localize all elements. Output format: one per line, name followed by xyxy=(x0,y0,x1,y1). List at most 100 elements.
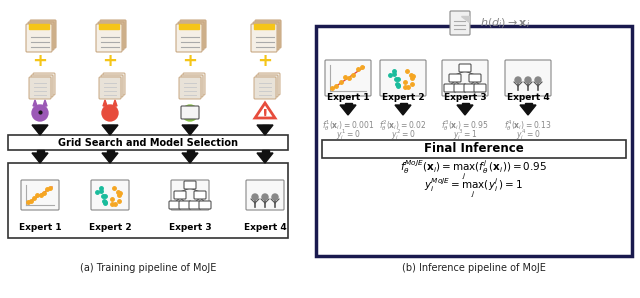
FancyBboxPatch shape xyxy=(183,73,205,95)
Text: Expert 2: Expert 2 xyxy=(381,94,424,103)
FancyBboxPatch shape xyxy=(254,77,276,99)
Text: Expert 2: Expert 2 xyxy=(89,224,131,232)
Text: $y^{MoJE}_i = \max_j(y^j_i) = 1$: $y^{MoJE}_i = \max_j(y^j_i) = 1$ xyxy=(424,176,524,200)
Circle shape xyxy=(535,77,541,83)
FancyBboxPatch shape xyxy=(256,75,278,97)
FancyBboxPatch shape xyxy=(444,84,456,92)
Text: Final Inference: Final Inference xyxy=(424,142,524,156)
Polygon shape xyxy=(257,153,273,163)
Bar xyxy=(262,150,269,153)
Polygon shape xyxy=(113,100,117,106)
FancyBboxPatch shape xyxy=(450,11,470,35)
Circle shape xyxy=(262,194,268,200)
Text: !: ! xyxy=(262,108,268,122)
FancyBboxPatch shape xyxy=(31,75,53,97)
FancyBboxPatch shape xyxy=(253,22,279,50)
FancyBboxPatch shape xyxy=(30,20,56,48)
Bar xyxy=(254,24,274,29)
FancyBboxPatch shape xyxy=(29,77,51,99)
Polygon shape xyxy=(182,125,198,135)
Text: $h(d_i) \rightarrow \mathbf{x}_i$: $h(d_i) \rightarrow \mathbf{x}_i$ xyxy=(480,16,531,30)
Text: +: + xyxy=(102,52,118,70)
FancyBboxPatch shape xyxy=(96,24,122,52)
FancyBboxPatch shape xyxy=(469,74,481,82)
Polygon shape xyxy=(33,100,37,106)
Bar xyxy=(525,103,531,105)
FancyBboxPatch shape xyxy=(181,106,199,119)
FancyBboxPatch shape xyxy=(316,26,632,256)
FancyBboxPatch shape xyxy=(176,24,202,52)
FancyBboxPatch shape xyxy=(255,20,281,48)
FancyBboxPatch shape xyxy=(194,191,206,199)
FancyBboxPatch shape xyxy=(325,60,371,96)
Polygon shape xyxy=(255,103,275,118)
Text: $f^2_\theta(\mathbf{x}_i) = 0.02$: $f^2_\theta(\mathbf{x}_i) = 0.02$ xyxy=(380,119,427,134)
FancyBboxPatch shape xyxy=(246,180,284,210)
Polygon shape xyxy=(395,105,411,115)
FancyBboxPatch shape xyxy=(169,201,181,209)
Circle shape xyxy=(525,77,531,83)
FancyBboxPatch shape xyxy=(26,24,52,52)
FancyBboxPatch shape xyxy=(184,181,196,189)
FancyBboxPatch shape xyxy=(464,84,476,92)
Text: $y^2_i = 0$: $y^2_i = 0$ xyxy=(391,128,415,142)
FancyBboxPatch shape xyxy=(189,201,201,209)
Text: $f^4_\theta(\mathbf{x}_i) = 0.13$: $f^4_\theta(\mathbf{x}_i) = 0.13$ xyxy=(504,119,552,134)
FancyBboxPatch shape xyxy=(322,140,626,158)
Circle shape xyxy=(252,194,258,200)
Text: (a) Training pipeline of MoJE: (a) Training pipeline of MoJE xyxy=(80,263,216,273)
Bar xyxy=(344,103,351,105)
Polygon shape xyxy=(457,105,473,115)
Polygon shape xyxy=(32,125,48,135)
FancyBboxPatch shape xyxy=(101,75,123,97)
Polygon shape xyxy=(257,125,273,135)
Polygon shape xyxy=(340,105,356,115)
Polygon shape xyxy=(461,16,469,22)
FancyBboxPatch shape xyxy=(199,201,211,209)
Text: Grid Search and Model Selection: Grid Search and Model Selection xyxy=(58,137,238,148)
Polygon shape xyxy=(32,153,48,163)
FancyBboxPatch shape xyxy=(505,60,551,96)
FancyBboxPatch shape xyxy=(28,22,54,50)
Polygon shape xyxy=(43,100,47,106)
FancyBboxPatch shape xyxy=(258,73,280,95)
Bar xyxy=(399,103,406,105)
Text: Expert 3: Expert 3 xyxy=(169,224,211,232)
Polygon shape xyxy=(182,153,198,163)
Text: $f^{MoJE}_\theta(\mathbf{x}_i) = \max_j(f^j_\theta(\mathbf{x}_i)) = 0.95$: $f^{MoJE}_\theta(\mathbf{x}_i) = \max_j(… xyxy=(401,159,548,181)
Bar xyxy=(179,24,199,29)
Polygon shape xyxy=(103,100,107,106)
FancyBboxPatch shape xyxy=(33,73,55,95)
Text: Expert 4: Expert 4 xyxy=(244,224,286,232)
FancyBboxPatch shape xyxy=(459,64,471,72)
Bar xyxy=(36,150,44,153)
FancyBboxPatch shape xyxy=(179,201,191,209)
Text: (b) Inference pipeline of MoJE: (b) Inference pipeline of MoJE xyxy=(402,263,546,273)
Circle shape xyxy=(102,105,118,121)
FancyBboxPatch shape xyxy=(178,22,204,50)
FancyBboxPatch shape xyxy=(174,191,186,199)
FancyBboxPatch shape xyxy=(21,180,59,210)
Polygon shape xyxy=(102,153,118,163)
FancyBboxPatch shape xyxy=(171,180,209,210)
Circle shape xyxy=(272,194,278,200)
Bar xyxy=(29,24,49,29)
Bar xyxy=(106,150,113,153)
Circle shape xyxy=(182,105,198,121)
Text: Expert 1: Expert 1 xyxy=(19,224,61,232)
FancyBboxPatch shape xyxy=(8,163,288,238)
Polygon shape xyxy=(520,105,536,115)
FancyBboxPatch shape xyxy=(180,20,206,48)
Text: $y^4_i = 0$: $y^4_i = 0$ xyxy=(516,128,540,142)
FancyBboxPatch shape xyxy=(474,84,486,92)
Text: $f^3_\theta(\mathbf{x}_i) = 0.95$: $f^3_\theta(\mathbf{x}_i) = 0.95$ xyxy=(442,119,489,134)
FancyBboxPatch shape xyxy=(179,77,201,99)
FancyBboxPatch shape xyxy=(181,75,203,97)
Text: Expert 4: Expert 4 xyxy=(507,94,549,103)
Circle shape xyxy=(32,105,48,121)
FancyBboxPatch shape xyxy=(91,180,129,210)
FancyBboxPatch shape xyxy=(449,74,461,82)
Text: Expert 1: Expert 1 xyxy=(326,94,369,103)
Text: $f^1_\theta(\mathbf{x}_i) = 0.001$: $f^1_\theta(\mathbf{x}_i) = 0.001$ xyxy=(322,119,374,134)
Bar xyxy=(186,150,193,153)
